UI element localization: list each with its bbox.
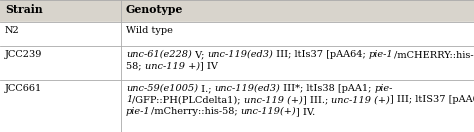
Text: 58;: 58; bbox=[126, 62, 145, 70]
Bar bbox=[0, 0, 474, 22]
Text: JCC239: JCC239 bbox=[5, 50, 42, 59]
Text: unc-119(ed3): unc-119(ed3) bbox=[215, 84, 281, 93]
Text: ] III.;: ] III.; bbox=[302, 95, 331, 105]
Text: ] IV: ] IV bbox=[200, 62, 218, 70]
Text: unc-119(+): unc-119(+) bbox=[240, 107, 296, 116]
Text: JCC661: JCC661 bbox=[5, 84, 42, 93]
Text: pie-1: pie-1 bbox=[369, 50, 393, 59]
Text: ] IV.: ] IV. bbox=[296, 107, 315, 116]
Text: unc-119 (+): unc-119 (+) bbox=[244, 95, 302, 105]
Bar bbox=[0, 46, 474, 80]
Text: unc-59(e1005): unc-59(e1005) bbox=[126, 84, 198, 93]
Text: 1: 1 bbox=[126, 95, 132, 105]
Text: pie-: pie- bbox=[375, 84, 393, 93]
Text: /mCHERRY::his-: /mCHERRY::his- bbox=[393, 50, 473, 59]
Text: unc-119 +): unc-119 +) bbox=[145, 62, 200, 70]
Text: /GFP::PH(PLCdelta1);: /GFP::PH(PLCdelta1); bbox=[132, 95, 244, 105]
Text: unc-119(ed3): unc-119(ed3) bbox=[207, 50, 273, 59]
Bar bbox=[0, 80, 474, 132]
Text: Wild type: Wild type bbox=[126, 26, 173, 35]
Text: /mCherry::his-58;: /mCherry::his-58; bbox=[151, 107, 240, 116]
Text: I.;: I.; bbox=[198, 84, 215, 93]
Text: Strain: Strain bbox=[5, 4, 43, 15]
Bar bbox=[0, 22, 474, 46]
Text: III; ltIs37 [pAA64;: III; ltIs37 [pAA64; bbox=[273, 50, 369, 59]
Text: Genotype: Genotype bbox=[126, 4, 183, 15]
Text: unc-119 (+): unc-119 (+) bbox=[331, 95, 390, 105]
Text: III*; ltIs38 [pAA1;: III*; ltIs38 [pAA1; bbox=[281, 84, 375, 93]
Text: pie-1: pie-1 bbox=[126, 107, 151, 116]
Text: ] III; ltIS37 [pAA64;: ] III; ltIS37 [pAA64; bbox=[390, 95, 474, 105]
Text: unc-61(e228): unc-61(e228) bbox=[126, 50, 192, 59]
Text: N2: N2 bbox=[5, 26, 20, 35]
Text: V;: V; bbox=[192, 50, 207, 59]
